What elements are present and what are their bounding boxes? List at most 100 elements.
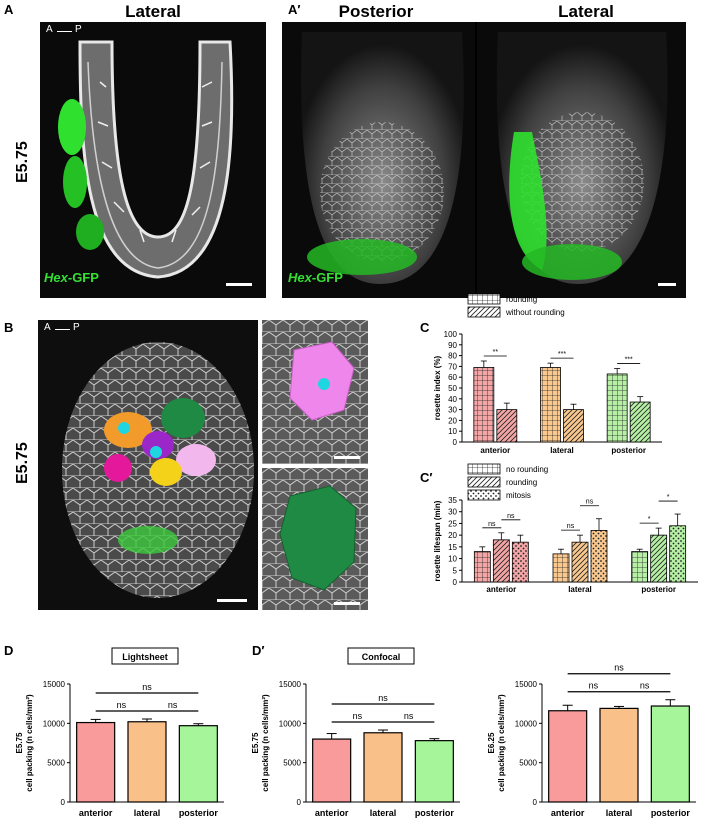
panel-a-title: Lateral [125,2,181,21]
legend-label: rounding [506,478,537,487]
chart-c-prime: 0 5 10 15 20 25 30 35 rosette lifespan (min) ante… [433,463,698,594]
panel-b-rosette-image [38,320,258,610]
x-category-label: posterior [179,808,219,818]
panel-letter-a: A [4,2,14,17]
chart-d-prime-e625: 0 5000 10000 15000 E6.25 cell packing (n cell… [487,663,696,818]
panel-b-axis-p-label: P [73,322,80,333]
y-tick-label: 70 [448,362,457,371]
panel-a-axis-p-label: P [75,24,82,35]
legend-label: rounding [506,295,537,304]
significance-label: ns [586,499,594,506]
bar-anterior [312,738,352,803]
bar-lateral-rounding [571,541,589,583]
panel-letter-b: B [4,320,14,335]
significance-label: ** [493,349,499,356]
bar-lateral [599,707,639,803]
x-category-label: lateral [550,446,574,455]
bar-anterior-without-rounding [496,409,518,443]
significance-label: ns [640,681,650,691]
x-category-label: posterior [651,808,691,818]
significance-label: ns [567,523,575,530]
x-category-label: posterior [415,808,455,818]
y-tick-label: 20 [448,531,457,540]
x-category-label: anterior [79,808,113,818]
panel-b-inset-top-image [262,320,368,464]
x-category-label: anterior [486,585,516,594]
bar-posterior-rounding [606,373,628,443]
panel-a-prime-title-lateral: Lateral [558,2,614,21]
y-tick-label: 5000 [47,759,65,768]
panel-a-prime-micrograph [282,22,686,298]
significance-label: ns [589,681,599,691]
y-tick-label: 15 [448,543,457,552]
bar-posterior [650,705,690,803]
y-axis-title: cell packing (n cells/mm²) [25,694,34,792]
bar-lateral-mitosis [590,530,608,583]
bar-posterior-rounding [650,534,668,583]
bar-lateral-rounding [540,367,561,443]
significance-label: ns [507,513,515,520]
bar-posterior [414,740,454,803]
x-category-label: posterior [611,446,646,455]
x-category-label: lateral [606,808,633,818]
y-tick-label: 25 [448,519,457,528]
bar-posterior-without-rounding [629,401,651,443]
panel-letter-d-prime: D′ [252,643,265,658]
chart-title: Confocal [362,652,401,662]
y-tick-label: 10 [448,427,457,436]
x-category-label: anterior [480,446,510,455]
panel-b-scale-bar [217,599,247,602]
x-category-label: anterior [315,808,349,818]
y-tick-label: 30 [448,406,457,415]
y-tick-label: 0 [453,438,458,447]
bar-posterior [178,725,218,803]
panel-b-inset-bottom-image [262,468,368,610]
y-axis-title: rosette index (%) [433,355,442,420]
chart-title-box [111,647,179,665]
significance-label: * [667,494,670,501]
y-tick-label: 50 [448,384,457,393]
chart-d-prime-e575: Confocal 0 5000 10000 15000 E5.75 cell packing… [251,647,460,818]
panel-b-stage-label: E5.75 [14,442,31,484]
y-tick-label: 5 [453,566,458,575]
y-tick-label: 5000 [519,759,537,768]
y-axis-title: cell packing (n cells/mm²) [497,694,506,792]
significance-label: * [648,516,651,523]
y-tick-label: 0 [297,798,302,807]
significance-label: ns [404,711,414,721]
y-tick-label: 30 [448,508,457,517]
y-axis-title: rosette lifespan (min) [433,500,442,581]
y-tick-label: 5000 [283,759,301,768]
legend-swatch-without-rounding [467,306,501,318]
legend-swatch-no-rounding [467,463,501,475]
panel-letter-a-prime: A′ [288,2,301,17]
bar-lateral [363,732,403,803]
significance-label: ns [614,663,624,673]
bar-anterior-rounding [492,539,510,583]
bar-lateral-no-rounding [552,553,570,583]
y-tick-label: 60 [448,373,457,382]
legend-label: no rounding [506,465,548,474]
significance-label: *** [558,351,566,358]
y-tick-label: 0 [453,578,458,587]
y-tick-label: 0 [533,798,538,807]
panel-a-axis-arrow [57,31,72,32]
significance-label: *** [625,357,633,364]
legend-swatch-mitosis [467,489,501,501]
bar-posterior-mitosis [669,525,687,583]
bar-anterior-rounding [473,367,495,443]
bar-posterior-no-rounding [631,551,649,583]
significance-label: ns [488,521,496,528]
panel-a-prime-hex-gfp-label: Hex-GFP [288,270,343,285]
y-axis-title: E5.75 [15,732,24,753]
legend-label: mitosis [506,491,531,500]
panel-letter-c-prime: C′ [420,470,433,485]
bar-lateral-without-rounding [563,409,584,443]
y-tick-label: 35 [448,496,457,505]
bar-anterior-no-rounding [473,551,491,583]
panel-letter-c: C [420,320,430,335]
y-tick-label: 15000 [515,680,538,689]
y-axis-title: E5.75 [251,732,260,753]
y-axis-title: E6.25 [487,732,496,753]
